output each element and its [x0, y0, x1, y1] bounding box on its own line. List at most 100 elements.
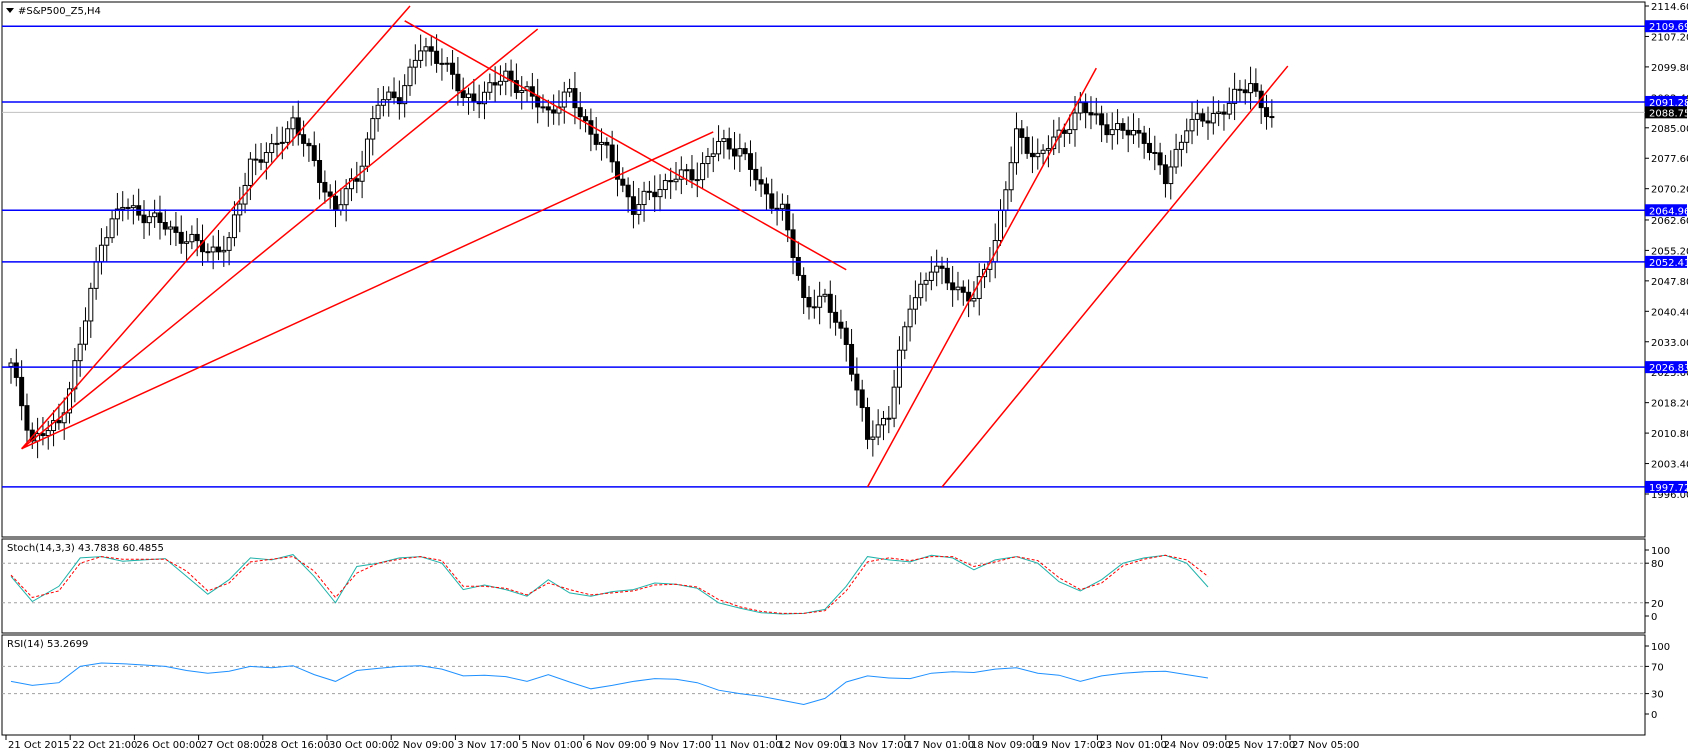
- candle-bear: [1221, 111, 1227, 115]
- candle-bull: [104, 237, 110, 246]
- level-price-tag: [1645, 480, 1687, 493]
- candle-bull: [1210, 113, 1216, 124]
- stoch-y-tick-label: 100: [1651, 546, 1670, 557]
- candle-bull: [88, 287, 94, 322]
- candle-bull: [1035, 152, 1041, 158]
- candle-bull: [418, 50, 424, 61]
- candle-bear: [811, 306, 817, 309]
- candle-bear: [604, 141, 610, 146]
- x-tick-label: 18 Nov 09:00: [971, 740, 1038, 751]
- x-tick-label: 12 Nov 09:00: [778, 740, 845, 751]
- level-price-label: 2091.28: [1649, 98, 1688, 109]
- candle-bear: [56, 420, 62, 424]
- candle-bull: [998, 209, 1004, 242]
- candle-bear: [1136, 130, 1142, 134]
- candle-bull: [146, 216, 152, 224]
- candle-bull: [412, 59, 418, 68]
- y-tick-label: 2107.20: [1651, 32, 1688, 43]
- candle-bull: [923, 279, 929, 285]
- candle-bear: [854, 373, 860, 391]
- x-tick-label: 5 Nov 01:00: [522, 740, 583, 751]
- x-tick-label: 19 Nov 17:00: [1035, 740, 1102, 751]
- candle-bull: [1248, 83, 1254, 94]
- candle-bear: [253, 158, 259, 161]
- rsi-panel: 100 70 30 0: [2, 642, 1670, 721]
- y-tick-label: 2070.20: [1651, 185, 1688, 196]
- candle-bull: [928, 271, 934, 281]
- x-tick-label: 13 Nov 17:00: [843, 740, 910, 751]
- candle-bear: [1264, 107, 1270, 118]
- x-tick-label: 27 Oct 08:00: [201, 740, 266, 751]
- candle-bull: [247, 158, 253, 186]
- candle-bull: [540, 106, 546, 109]
- candle-bear: [1125, 129, 1131, 136]
- y-tick-label: 2047.80: [1651, 277, 1688, 288]
- candle-bull: [375, 104, 381, 120]
- candle-bear: [859, 389, 865, 409]
- stoch-pane-frame: [1, 538, 1646, 634]
- candle-bull: [1040, 149, 1046, 154]
- candle-bear: [1141, 132, 1147, 144]
- stoch-series-main: [10, 554, 1209, 615]
- y-tick-label: 2085.00: [1651, 124, 1688, 135]
- x-tick-label: 30 Oct 00:00: [329, 740, 394, 751]
- level-price-label: 2109.69: [1649, 22, 1688, 33]
- level-price-tag: [1645, 204, 1687, 217]
- candle-bear: [833, 311, 839, 323]
- candle-bear: [630, 196, 636, 215]
- stochastic-panel: 100 80 20 0: [2, 546, 1670, 623]
- candle-bull: [817, 295, 823, 308]
- candle-bull: [109, 218, 115, 239]
- rsi-pane-frame: [1, 634, 1646, 736]
- candle-bull: [1184, 130, 1190, 143]
- rsi-y-tick-label: 70: [1651, 662, 1664, 673]
- candle-bull: [678, 169, 684, 180]
- x-tick-label: 28 Oct 16:00: [265, 740, 330, 751]
- candle-bear: [795, 256, 801, 276]
- candle-bear: [950, 282, 956, 291]
- candle-bear: [215, 246, 221, 253]
- x-tick-label: 25 Nov 17:00: [1228, 740, 1295, 751]
- y-tick-label: 2055.20: [1651, 246, 1688, 257]
- candle-bull: [263, 152, 269, 163]
- candle-bear: [428, 46, 434, 52]
- candle-bear: [460, 90, 466, 99]
- candle-bear: [545, 106, 551, 111]
- stoch-title: Stoch(14,3,3) 43.7838 60.4855: [7, 543, 164, 554]
- candle-bear: [806, 297, 812, 308]
- trendline: [404, 20, 847, 271]
- candle-bull: [290, 117, 296, 130]
- candle-bear: [317, 160, 323, 183]
- main-chart: 2114.602107.202099.802092.402085.002077.…: [2, 2, 1688, 501]
- candle-bear: [551, 109, 557, 114]
- candle-bull: [231, 214, 237, 239]
- candle-bull: [1226, 102, 1232, 115]
- candle-bear: [1024, 136, 1030, 154]
- candle-bull: [1189, 118, 1195, 132]
- candle-bull: [1131, 130, 1137, 136]
- candle-bear: [200, 240, 206, 253]
- candle-bull: [221, 249, 227, 253]
- triangle-down-icon[interactable]: [6, 8, 14, 13]
- candle-bull: [662, 180, 668, 191]
- candle-bear: [162, 222, 168, 230]
- candle-bear: [838, 321, 844, 329]
- candle-bear: [609, 144, 615, 163]
- candle-bear: [396, 97, 402, 105]
- main-pane-frame: [1, 1, 1646, 538]
- candle-bear: [827, 293, 833, 313]
- candle-bull: [918, 283, 924, 299]
- candle-bear: [790, 229, 796, 258]
- candle-bear: [455, 73, 461, 92]
- candle-bull: [51, 420, 57, 432]
- candle-bull: [636, 204, 642, 215]
- candle-bear: [944, 267, 950, 284]
- candle-bull: [599, 141, 605, 145]
- x-tick-label: 21 Oct 2015: [8, 740, 70, 751]
- candle-bull: [152, 212, 158, 218]
- candle-bull: [1109, 129, 1115, 136]
- candle-bear: [572, 88, 578, 109]
- candle-bull: [1008, 162, 1014, 191]
- candle-bull: [721, 138, 727, 142]
